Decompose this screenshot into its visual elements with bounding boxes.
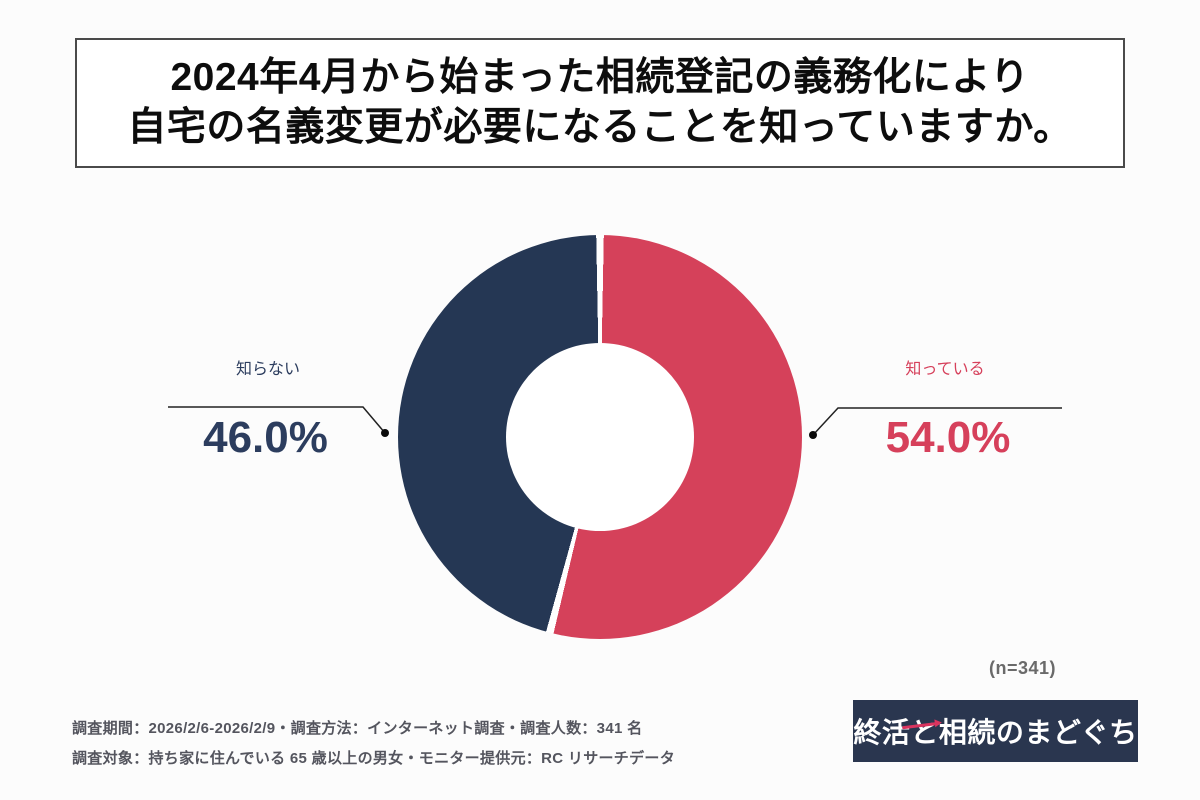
sample-size-label: (n=341) — [988, 658, 1057, 678]
callout-value-dont-know: 46.0% — [203, 413, 328, 462]
logo-box: 終活 と相続のまどぐち — [853, 700, 1138, 762]
logo-text: 終活 と相続のまどぐち — [853, 711, 1137, 751]
logo-part1: 終活 — [853, 717, 911, 748]
logo-part2: 相続のまどぐち — [938, 717, 1138, 748]
leader-dot-left — [381, 429, 389, 437]
callout-label-dont-know: 知らない — [235, 361, 300, 378]
footnote-line-2: 調査対象：持ち家に住んでいる 65 歳以上の男女・モニター提供元：RC リサーチ… — [72, 750, 676, 767]
leader-line-left — [168, 406, 386, 434]
leader-line-right — [812, 407, 1062, 436]
donut-hole — [506, 343, 694, 531]
callout-value-know: 54.0% — [885, 413, 1011, 462]
leader-dot-right — [809, 431, 817, 439]
survey-footnote: 調査期間：2026/2/6-2026/2/9・調査方法：インターネット調査・調査… — [72, 714, 675, 774]
title-box: 2024年4月から始まった相続登記の義務化により 自宅の名義変更が必要になること… — [75, 38, 1125, 168]
title-line-2: 自宅の名義変更が必要になることを知っていますか。 — [127, 105, 1073, 149]
callout-label-know: 知っている — [905, 361, 985, 378]
footnote-line-1: 調査期間：2026/2/6-2026/2/9・調査方法：インターネット調査・調査… — [72, 720, 643, 737]
donut-chart — [398, 235, 802, 639]
title-line-1: 2024年4月から始まった相続登記の義務化により — [170, 55, 1030, 99]
logo-accent-char: と — [902, 711, 941, 751]
